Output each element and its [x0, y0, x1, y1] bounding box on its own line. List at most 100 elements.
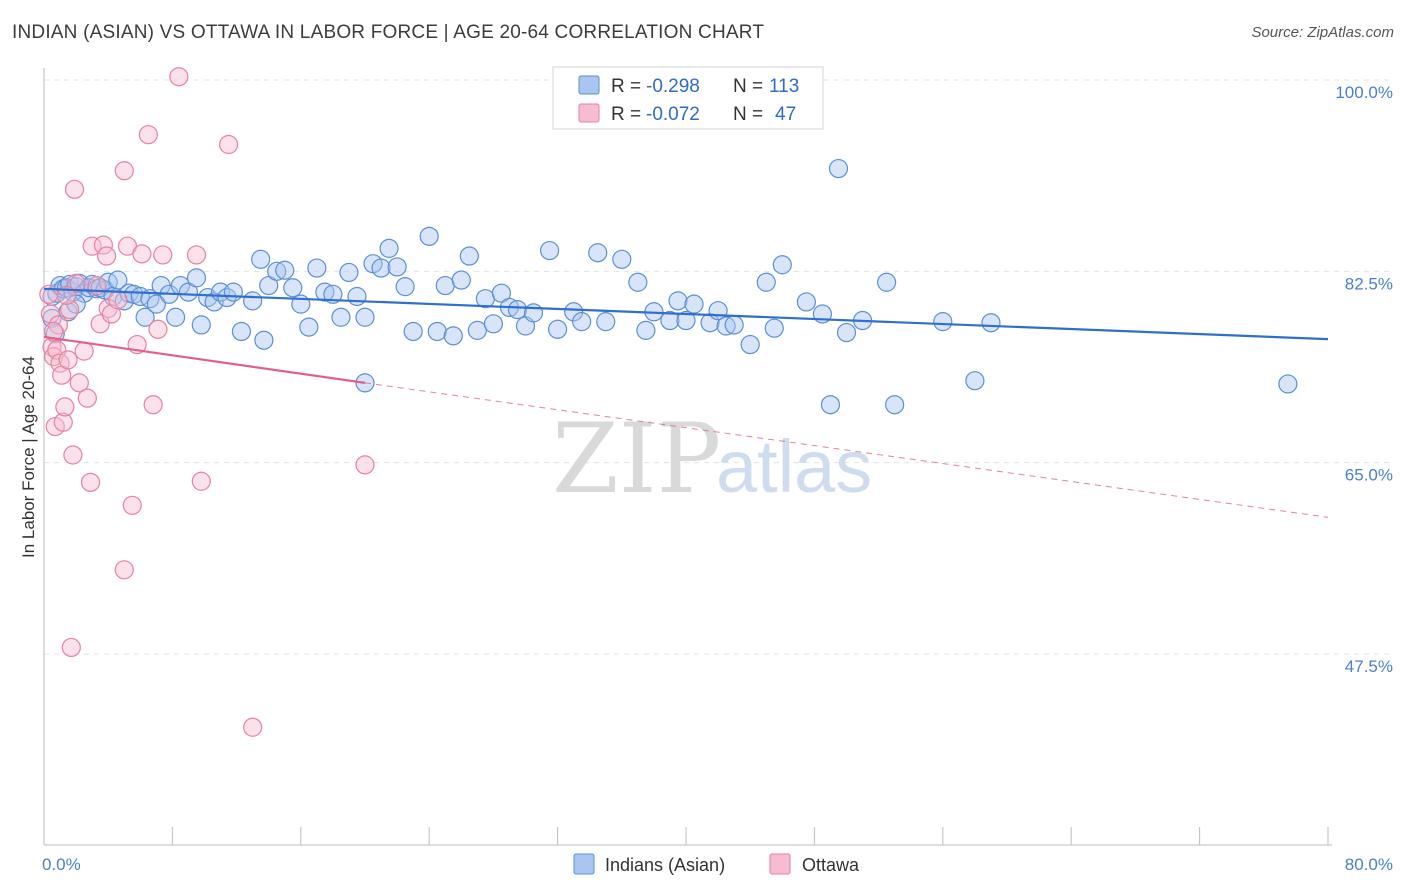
- point-indians-asian: [108, 270, 128, 290]
- point-indians-asian: [419, 226, 439, 246]
- point-indians-asian: [820, 395, 841, 415]
- point-indians-asian: [355, 307, 375, 327]
- point-indians-asian: [254, 330, 274, 350]
- point-ottawa: [77, 388, 97, 408]
- point-indians-asian: [716, 316, 736, 336]
- point-ottawa: [53, 412, 73, 432]
- series-ottawa-points: [39, 67, 375, 737]
- point-ottawa: [218, 134, 239, 155]
- point-indians-asian: [740, 334, 760, 355]
- point-indians-asian: [467, 320, 487, 340]
- point-ottawa: [60, 300, 80, 320]
- point-indians-asian: [588, 243, 608, 263]
- y-axis-label: In Labor Force | Age 20-64: [19, 356, 38, 558]
- y-tick-label: 82.5%: [1345, 274, 1393, 293]
- watermark-zip: ZIP: [552, 403, 721, 515]
- point-indians-asian: [756, 272, 776, 292]
- point-indians-asian: [186, 268, 207, 288]
- point-indians-asian: [371, 258, 391, 278]
- trend-line-ottawa: [43, 335, 366, 384]
- point-ottawa: [74, 341, 94, 361]
- point-ottawa: [64, 179, 85, 199]
- point-indians-asian: [965, 371, 985, 391]
- point-indians-asian: [339, 262, 359, 283]
- point-indians-asian: [772, 255, 792, 275]
- legend-swatch-pink: [578, 103, 600, 123]
- trend-lines: [43, 287, 1329, 518]
- point-indians-asian: [135, 307, 155, 327]
- point-indians-asian: [1278, 374, 1298, 394]
- point-indians-asian: [223, 282, 243, 302]
- legend-r-label-blue: R =: [611, 76, 641, 97]
- point-indians-asian: [459, 246, 479, 266]
- point-indians-asian: [166, 307, 186, 327]
- point-indians-asian: [596, 312, 616, 332]
- point-ottawa: [61, 637, 81, 658]
- point-indians-asian: [684, 294, 704, 314]
- watermark-atlas: atlas: [716, 425, 872, 508]
- point-indians-asian: [315, 282, 335, 302]
- legend-n-value-blue: 113: [769, 76, 799, 97]
- point-indians-asian: [523, 303, 544, 323]
- point-ottawa: [93, 235, 113, 255]
- point-indians-asian: [764, 318, 784, 338]
- point-indians-asian: [146, 294, 166, 314]
- point-ottawa: [80, 472, 101, 492]
- point-indians-asian: [231, 321, 252, 342]
- point-ottawa: [114, 161, 134, 181]
- point-indians-asian: [267, 261, 287, 281]
- point-indians-asian: [933, 312, 953, 332]
- y-axis-tick-labels: 47.5% 65.0% 82.5% 100.0%: [1335, 83, 1393, 676]
- point-indians-asian: [79, 278, 99, 298]
- legend-r-value-blue: -0.298: [646, 76, 700, 97]
- bottom-legend-swatch-indians: [573, 853, 595, 875]
- point-indians-asian: [877, 272, 897, 292]
- correlation-legend: R = -0.298 N = 113 R = -0.072 N = 47: [552, 66, 824, 130]
- point-indians-asian: [660, 310, 680, 331]
- point-indians-asian: [243, 291, 263, 311]
- point-indians-asian: [564, 302, 584, 322]
- point-indians-asian: [323, 284, 343, 304]
- point-ottawa: [108, 290, 128, 310]
- point-ottawa: [101, 304, 122, 324]
- point-ottawa: [55, 397, 75, 417]
- series-legend: Indians (Asian) Ottawa: [573, 853, 860, 875]
- point-ottawa: [148, 319, 168, 339]
- point-indians-asian: [668, 291, 688, 311]
- chart-title: INDIAN (ASIAN) VS OTTAWA IN LABOR FORCE …: [12, 22, 765, 43]
- bottom-legend-swatch-ottawa: [769, 853, 791, 875]
- point-indians-asian: [275, 260, 295, 280]
- point-indians-asian: [612, 249, 632, 269]
- series-indians-asian-points: [42, 158, 1298, 415]
- point-ottawa: [169, 67, 189, 87]
- point-indians-asian: [403, 321, 423, 342]
- point-indians-asian: [796, 292, 816, 312]
- point-indians-asian: [283, 278, 303, 298]
- point-indians-asian: [204, 292, 224, 312]
- point-ottawa: [114, 560, 134, 580]
- point-ottawa: [122, 495, 142, 515]
- point-ottawa: [191, 471, 211, 491]
- point-indians-asian: [451, 270, 471, 290]
- legend-r-label-pink: R =: [611, 104, 641, 125]
- legend-n-label-pink: N =: [733, 104, 763, 125]
- point-ottawa: [138, 125, 158, 145]
- point-indians-asian: [676, 310, 696, 331]
- trend-line-indians-asian: [43, 287, 1329, 341]
- grid-lines: [44, 79, 1392, 655]
- point-indians-asian: [572, 312, 592, 332]
- y-tick-label: 47.5%: [1345, 657, 1393, 676]
- source-label: Source: ZipAtlas.com: [1251, 24, 1394, 41]
- point-indians-asian: [387, 257, 407, 277]
- point-indians-asian: [724, 315, 744, 335]
- point-ottawa: [186, 245, 207, 265]
- point-ottawa: [153, 245, 173, 265]
- y-tick-label: 100.0%: [1335, 83, 1393, 102]
- trend-line-ottawa-extension: [364, 382, 1329, 518]
- point-ottawa: [132, 244, 152, 264]
- point-indians-asian: [828, 158, 849, 179]
- point-indians-asian: [347, 286, 367, 307]
- point-indians-asian: [539, 240, 560, 261]
- point-indians-asian: [483, 314, 503, 334]
- point-ottawa: [63, 445, 83, 465]
